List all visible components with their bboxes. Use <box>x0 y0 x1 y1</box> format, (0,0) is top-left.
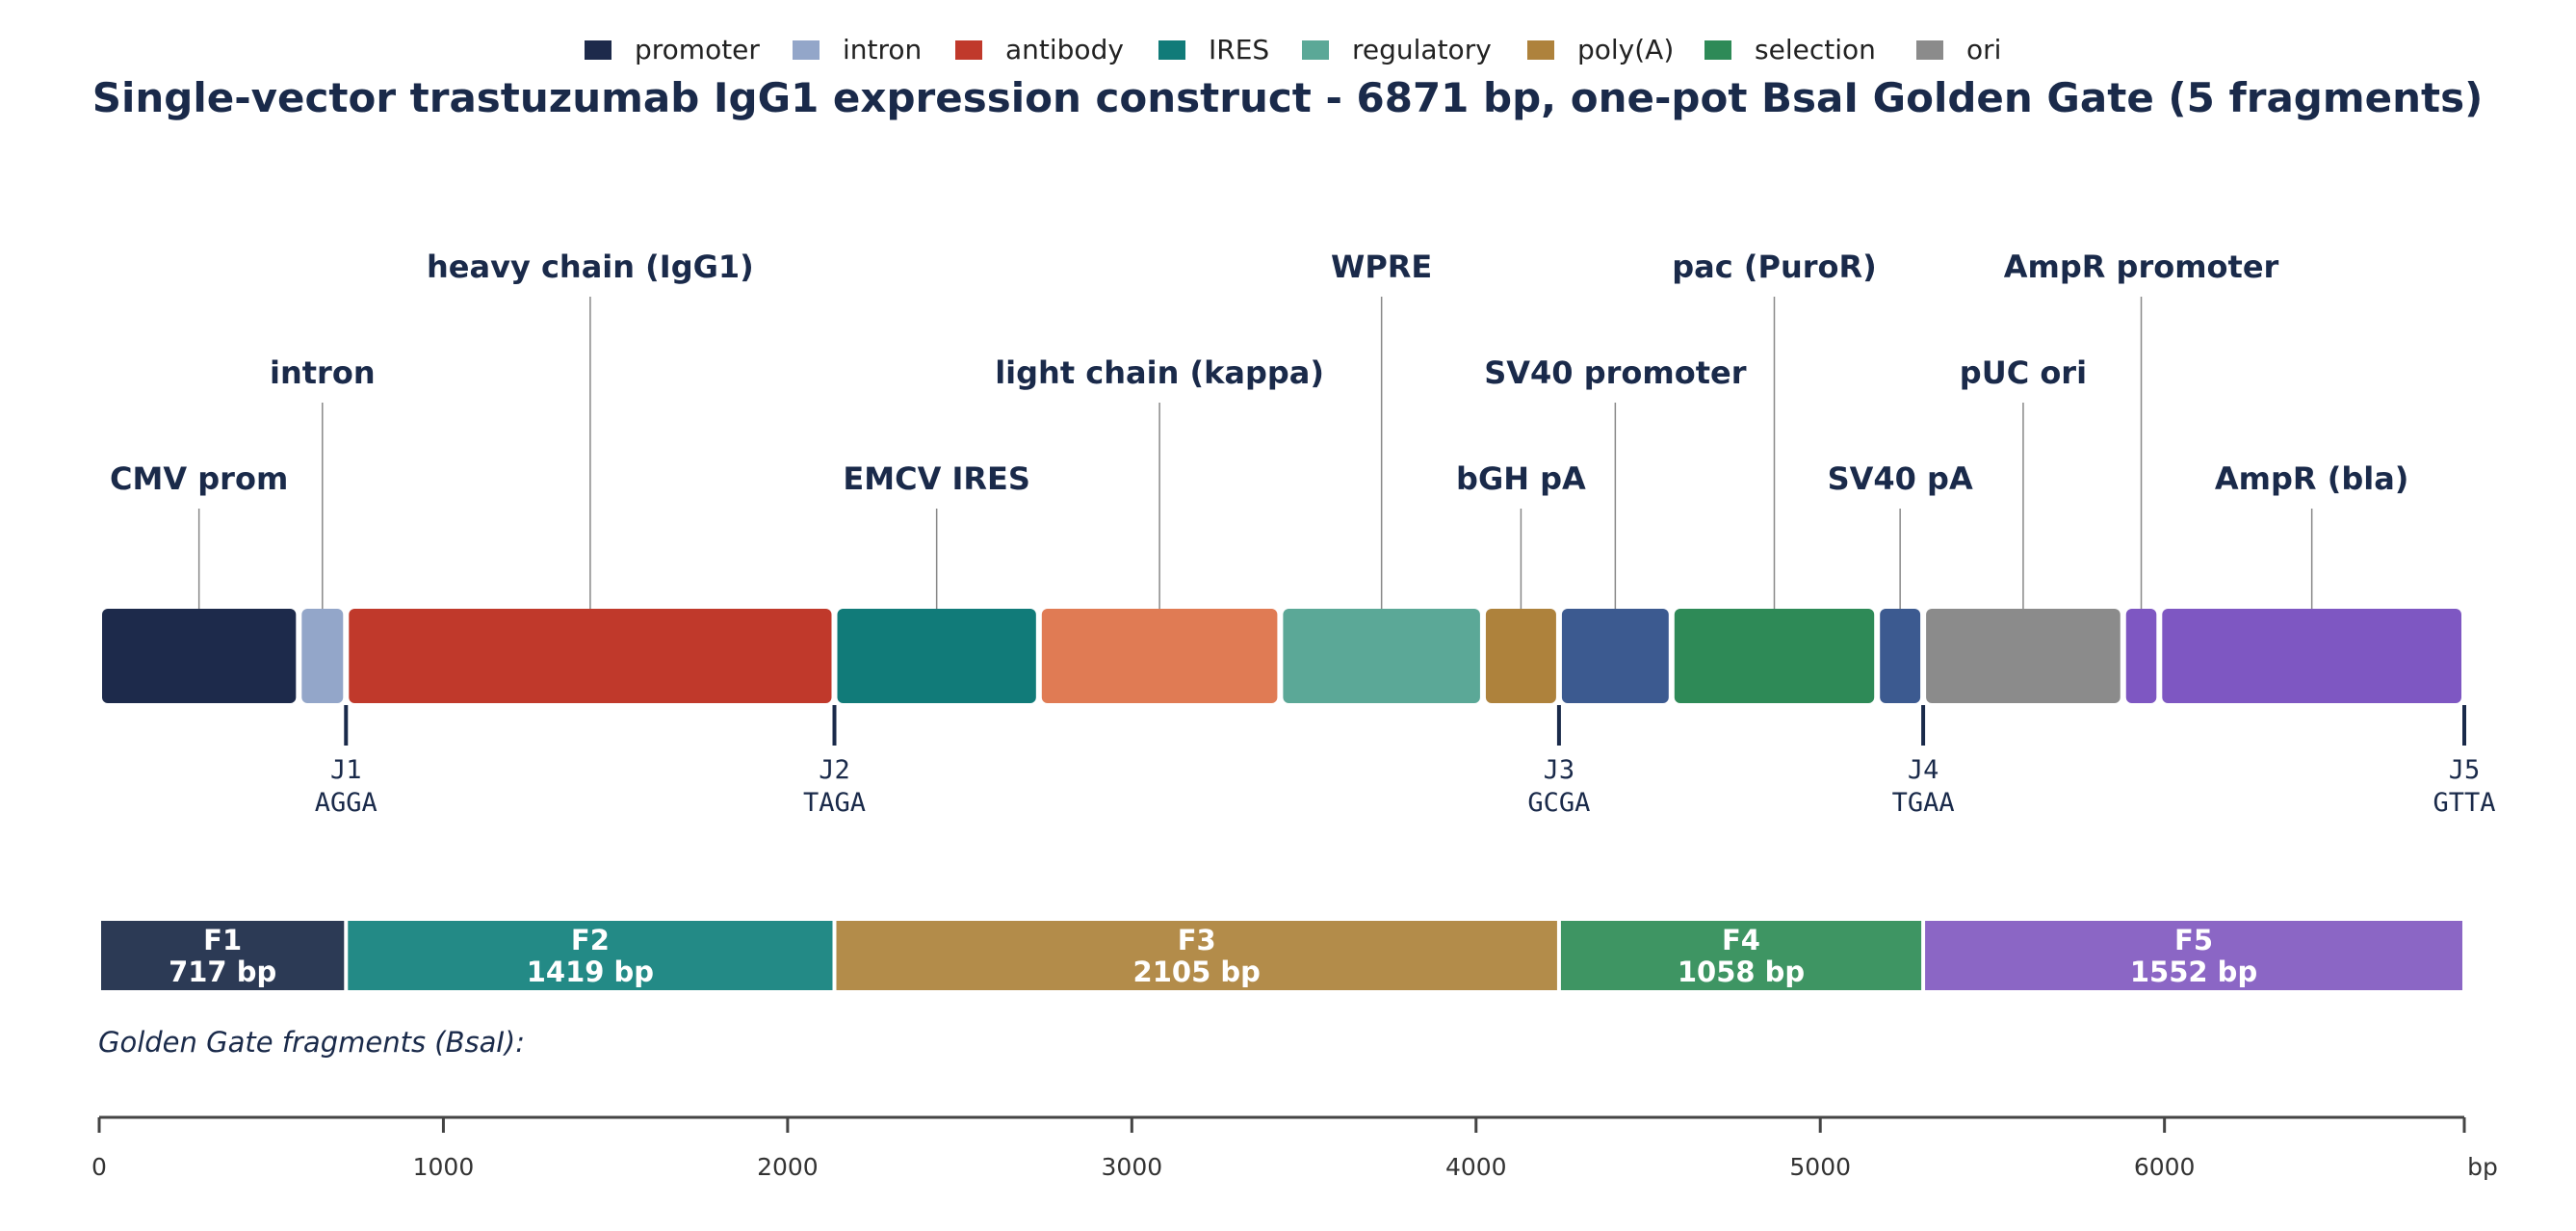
feature-block <box>2125 609 2157 703</box>
feature-label: AmpR (bla) <box>2215 460 2409 497</box>
axis-tick-label: 6000 <box>2134 1153 2196 1181</box>
feature-block <box>1880 609 1921 703</box>
fragment-block <box>101 921 345 990</box>
feature-block <box>1926 609 2121 703</box>
axis-tick-label: 5000 <box>1789 1153 1851 1181</box>
legend-label: antibody <box>1005 34 1124 65</box>
legend-swatch-3 <box>1158 40 1185 60</box>
axis-unit: bp <box>2467 1153 2498 1181</box>
fragment-name: F3 <box>1178 924 1216 956</box>
feature-label: CMV prom <box>110 460 288 497</box>
fragment-name: F4 <box>1722 924 1760 956</box>
feature-labels: CMV prom intron heavy chain (IgG1) EMCV IRE… <box>110 249 2408 497</box>
axis-tick-label: 1000 <box>413 1153 475 1181</box>
feature-block <box>349 609 832 703</box>
fragment-block <box>1925 921 2462 990</box>
feature-block <box>1041 609 1278 703</box>
fragment-block <box>836 921 1557 990</box>
fragments-caption: Golden Gate fragments (BsaI): <box>98 1026 525 1059</box>
junction-label: J1 <box>330 755 362 785</box>
feature-block <box>1485 609 1556 703</box>
fragment-size: 717 bp <box>169 956 276 988</box>
legend-label: IRES <box>1209 34 1269 65</box>
junction-overhang: TAGA <box>803 788 866 818</box>
diagram-title: Single-vector trastuzumab IgG1 expressio… <box>92 74 2484 121</box>
fragment-block <box>348 921 833 990</box>
legend: promoter intron antibody IRES regulatory poly… <box>585 34 2001 65</box>
axis-tick-label: 3000 <box>1102 1153 1163 1181</box>
feature-block <box>1674 609 1875 703</box>
legend-swatch-0 <box>585 40 611 60</box>
junction-overhang: TGAA <box>1892 788 1955 818</box>
feature-block <box>102 609 297 703</box>
feature-leader-lines <box>197 297 2313 609</box>
junction-label: J4 <box>1908 755 1939 785</box>
fragment-size: 1552 bp <box>2130 956 2257 988</box>
fragment-name: F1 <box>203 924 242 956</box>
feature-track <box>102 609 2461 703</box>
legend-swatch-1 <box>793 40 820 60</box>
legend-swatch-6 <box>1704 40 1731 60</box>
fragment-name: F2 <box>571 924 610 956</box>
fragment-name: F5 <box>2174 924 2213 956</box>
feature-label: bGH pA <box>1456 460 1586 497</box>
feature-block <box>2162 609 2461 703</box>
feature-block <box>301 609 344 703</box>
legend-label: intron <box>843 34 922 65</box>
feature-label: heavy chain (IgG1) <box>427 249 754 285</box>
junction-label: J3 <box>1544 755 1575 785</box>
feature-block <box>1283 609 1480 703</box>
junction-label: J2 <box>819 755 850 785</box>
feature-label: pac (PuroR) <box>1672 249 1877 285</box>
legend-swatch-4 <box>1302 40 1329 60</box>
legend-swatch-5 <box>1527 40 1554 60</box>
feature-label: light chain (kappa) <box>995 354 1324 391</box>
junction-overhang: AGGA <box>315 788 377 818</box>
feature-label: SV40 promoter <box>1484 354 1746 391</box>
bp-axis: 0 1000 2000 3000 4000 5000 6000 bp <box>91 1115 2498 1181</box>
feature-block <box>1561 609 1669 703</box>
feature-block <box>837 609 1036 703</box>
fragment-size: 1058 bp <box>1678 956 1805 988</box>
fragment-block <box>1560 921 1922 990</box>
legend-label: poly(A) <box>1577 34 1674 65</box>
axis-tick-label: 4000 <box>1445 1153 1507 1181</box>
feature-label: SV40 pA <box>1828 460 1973 497</box>
feature-label: pUC ori <box>1960 354 2087 391</box>
axis-tick-label: 2000 <box>757 1153 819 1181</box>
feature-label: EMCV IRES <box>843 460 1030 497</box>
legend-label: ori <box>1966 34 2001 65</box>
legend-swatch-7 <box>1916 40 1943 60</box>
axis-tick-label: 0 <box>91 1153 107 1181</box>
junction-label: J5 <box>2449 755 2481 785</box>
legend-label: regulatory <box>1352 34 1492 65</box>
fragment-size: 2105 bp <box>1133 956 1261 988</box>
junction-overhang: GTTA <box>2433 788 2495 818</box>
feature-label: WPRE <box>1331 249 1432 285</box>
legend-label: selection <box>1755 34 1876 65</box>
legend-swatch-2 <box>955 40 982 60</box>
legend-label: promoter <box>635 34 760 65</box>
feature-label: AmpR promoter <box>2004 249 2279 285</box>
feature-label: intron <box>270 354 376 391</box>
fragment-size: 1419 bp <box>527 956 654 988</box>
junction-overhang: GCGA <box>1527 788 1590 818</box>
